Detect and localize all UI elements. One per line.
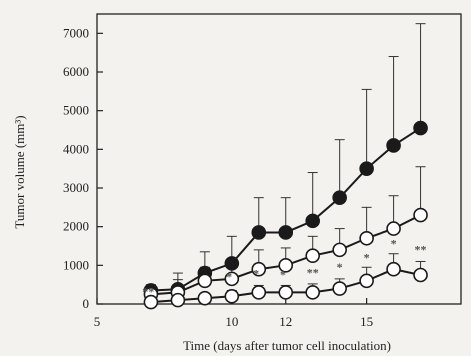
data-point-series-1 — [386, 138, 401, 153]
series-points — [143, 120, 428, 310]
significance-annotations: *** * * ** *** ** — [142, 237, 426, 299]
data-point-series-3 — [278, 285, 294, 300]
data-point-series-2 — [359, 230, 374, 246]
significance-star: * — [337, 260, 343, 274]
significance-star: * — [253, 267, 259, 281]
significance-star: * — [226, 270, 232, 284]
data-point-series-3 — [305, 285, 321, 300]
plot-border — [96, 13, 462, 305]
y-tick-label: 5000 — [63, 103, 89, 118]
data-point-series-1 — [278, 225, 294, 240]
y-tick-label: 1000 — [63, 257, 89, 272]
data-point-series-3 — [332, 281, 347, 296]
x-tick-label: 5 — [94, 314, 101, 329]
y-axis-title: Tumor volume (mm³) — [12, 115, 27, 228]
y-tick-label: 0 — [83, 296, 90, 311]
data-point-series-2 — [197, 273, 213, 289]
x-tick-label: 10 — [225, 314, 238, 329]
data-point-series-3 — [251, 285, 267, 300]
data-point-series-1 — [224, 256, 240, 271]
data-point-series-3 — [197, 290, 213, 306]
data-point-series-2 — [224, 271, 240, 287]
y-tick-label: 3000 — [63, 180, 89, 195]
plot-frame — [96, 13, 462, 305]
data-point-series-2 — [278, 258, 294, 273]
data-point-series-3 — [359, 273, 374, 289]
significance-star: ** — [307, 266, 319, 280]
y-axis-ticks: 0 1000 2000 3000 4000 5000 6000 7000 — [63, 25, 103, 311]
significance-star: * — [364, 250, 370, 264]
data-point-series-2 — [251, 261, 267, 277]
data-point-series-3 — [224, 288, 240, 304]
data-point-series-2 — [332, 242, 347, 258]
data-point-series-1 — [413, 120, 428, 136]
x-axis-title: Time (days after tumor cell inoculation) — [183, 338, 391, 353]
y-tick-label: 6000 — [63, 64, 89, 79]
data-point-series-3 — [413, 267, 428, 283]
data-point-series-3 — [170, 292, 186, 308]
significance-star: * — [391, 237, 397, 251]
x-axis-ticks: 5 10 12 15 — [94, 298, 373, 329]
x-tick-label: 12 — [279, 314, 292, 329]
y-tick-label: 4000 — [63, 141, 89, 156]
y-tick-label: 2000 — [63, 219, 89, 234]
y-tick-label: 7000 — [63, 25, 89, 40]
data-point-series-1 — [305, 213, 321, 229]
x-tick-label: 15 — [360, 314, 373, 329]
data-point-series-2 — [305, 248, 321, 263]
significance-star: ** — [142, 285, 154, 299]
data-point-series-1 — [359, 161, 374, 176]
data-point-series-3 — [143, 294, 159, 310]
data-point-series-1 — [251, 225, 267, 240]
data-point-series-2 — [413, 207, 428, 223]
significance-star: ** — [415, 243, 427, 257]
significance-star: * — [280, 268, 286, 282]
data-point-series-3 — [386, 261, 401, 277]
data-point-series-1 — [332, 190, 347, 205]
data-point-series-2 — [386, 221, 401, 236]
